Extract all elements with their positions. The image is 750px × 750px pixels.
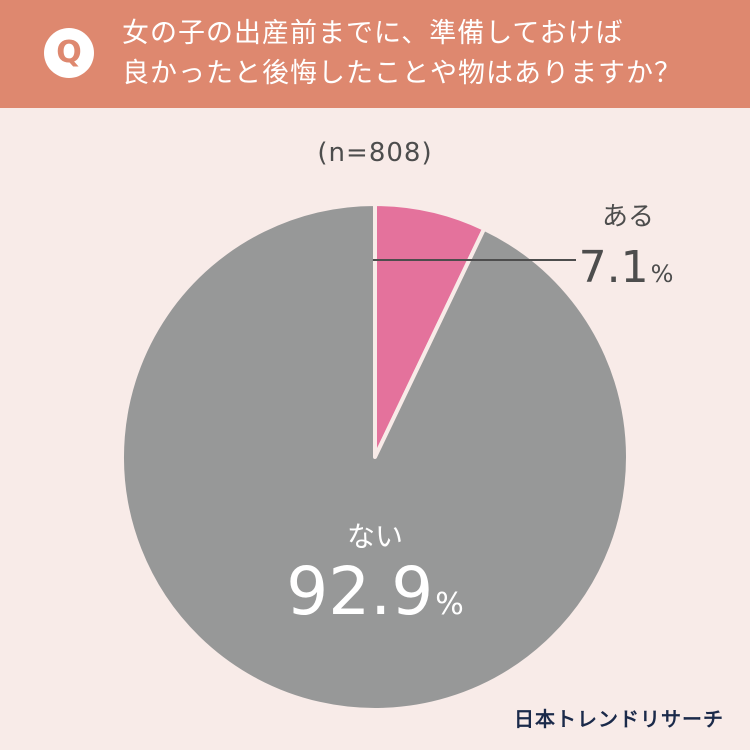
question-header: Q 女の子の出産前までに、準備しておけば 良かったと後悔したことや物はありますか…: [0, 0, 750, 108]
question-line-2: 良かったと後悔したことや物はありますか？: [122, 58, 682, 89]
slice-percent-aru: 7.1%: [579, 242, 674, 293]
sample-size-label: (n=808): [317, 138, 433, 168]
slice-unit-nai: %: [435, 587, 464, 622]
slice-percent-nai: 92.9%: [286, 553, 463, 630]
pie-slice-aru: [373, 202, 487, 459]
slice-value-aru: 7.1: [579, 242, 649, 293]
question-line-1: 女の子の出産前までに、準備しておけば: [122, 18, 624, 49]
slice-value-nai: 92.9: [286, 553, 433, 630]
pie-slices: [120, 202, 630, 712]
question-badge: Q: [44, 28, 94, 78]
question-text: 女の子の出産前までに、準備しておけば 良かったと後悔したことや物はありますか？: [122, 14, 722, 94]
pie-slice-nai: [120, 202, 630, 712]
slice-label-aru: ある: [602, 202, 654, 232]
slice-unit-aru: %: [651, 260, 674, 288]
brand-logo-text: 日本トレンドリサーチ: [514, 707, 724, 731]
slice-label-nai: ない: [347, 520, 403, 553]
